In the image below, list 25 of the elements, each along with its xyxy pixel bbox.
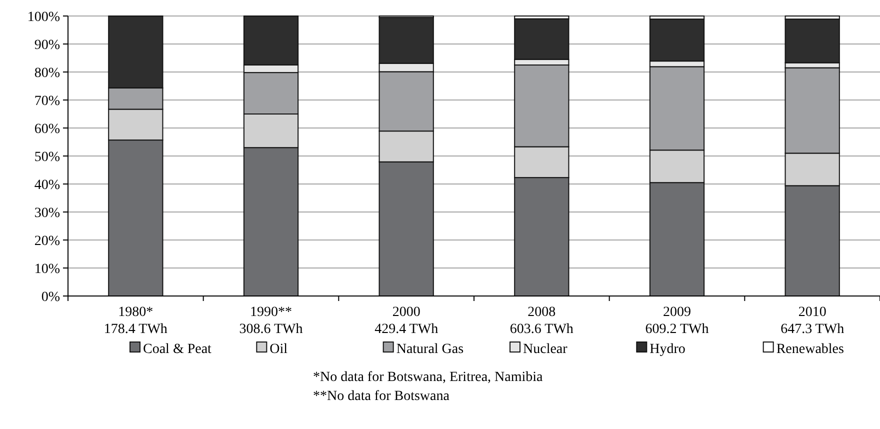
y-tick-label: 20% xyxy=(34,234,60,249)
text: **No data for Botswana xyxy=(313,388,450,404)
legend-label: Nuclear xyxy=(523,342,568,357)
x-tick-label: 2008 603.6 TWh xyxy=(510,305,574,337)
y-tick-label: 90% xyxy=(34,38,60,53)
x-tick-label: 2010 647.3 TWh xyxy=(780,305,844,337)
x-tick-label: 2000 429.4 TWh xyxy=(374,305,438,337)
y-tick-label: 30% xyxy=(34,206,60,221)
x-tick-label: 1990** 308.6 TWh xyxy=(239,305,303,337)
legend-label: Coal & Peat xyxy=(143,342,212,357)
y-tick-label: 70% xyxy=(34,94,60,109)
legend-label: Hydro xyxy=(650,342,686,357)
text: *No data for Botswana, Eritrea, Namibia xyxy=(313,370,544,385)
legend-label: Natural Gas xyxy=(396,342,464,357)
y-tick-label: 100% xyxy=(27,10,60,25)
y-tick-label: 60% xyxy=(34,122,60,137)
x-tick-label: 1980* 178.4 TWh xyxy=(104,305,168,337)
legend-label: Oil xyxy=(270,342,288,357)
y-tick-label: 50% xyxy=(34,150,60,165)
legend-label: Renewables xyxy=(776,342,844,357)
y-tick-label: 10% xyxy=(34,262,60,277)
y-tick-label: 40% xyxy=(34,178,60,193)
y-tick-label: 0% xyxy=(41,290,60,305)
y-tick-label: 80% xyxy=(34,66,60,81)
x-tick-label: 2009 609.2 TWh xyxy=(645,305,709,337)
